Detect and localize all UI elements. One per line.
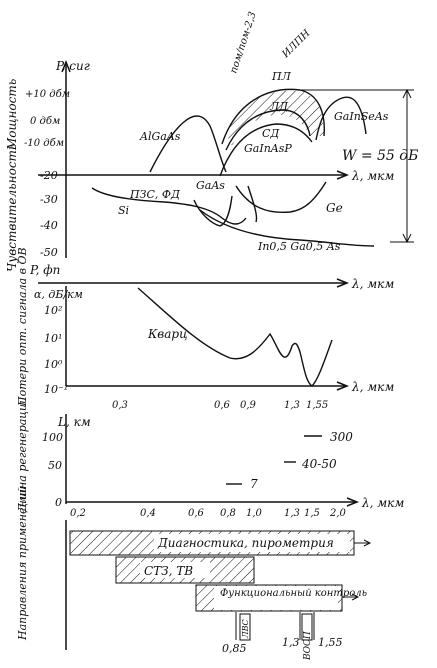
sd-label: СД	[262, 127, 280, 140]
range-arrow-top	[402, 88, 412, 99]
gainasp-label: GaInAsP	[244, 142, 292, 155]
top-label-ilpn: ИЛПН	[280, 28, 313, 61]
si-label: Si	[118, 204, 129, 217]
power-tick-2: -10 дбм	[24, 138, 64, 149]
sens-tick-2: -40	[40, 219, 58, 232]
regen-tick-2: 0	[55, 496, 62, 509]
regen-xtick-4: 1,0	[246, 508, 263, 519]
regen-xtick-0: 0,2	[70, 508, 86, 519]
gaas-extra-curve	[247, 185, 258, 223]
vosp-label: ВОСП	[303, 631, 313, 661]
loss-xtick-3: 1,3	[284, 400, 300, 411]
band-diagnostics-arrowhead	[363, 539, 372, 547]
regen-xtick-5: 1,3	[284, 508, 300, 519]
loss-panel: λ, мкм α, дБ/км Потери опт. сигнала в ОВ…	[16, 247, 394, 411]
pl-label: ПЛ	[271, 70, 292, 83]
gaas-label: GaAs	[196, 179, 225, 192]
power-ylabel: Мощность	[5, 79, 19, 151]
lvs-box	[239, 613, 251, 641]
marker-085-label: 0,85	[222, 642, 247, 655]
quartz-label: Кварц	[147, 327, 187, 341]
band-functional-arrowhead	[351, 593, 360, 601]
power-tick-0: +10 дбм	[25, 89, 70, 100]
top-label-pom: пом/пом-2,3	[228, 11, 258, 75]
loss-tick-3: 10⁻¹	[44, 383, 68, 396]
ld-curve	[225, 109, 311, 151]
band-diagnostics-label: Диагностика, пирометрия	[157, 536, 334, 550]
regen-x-arrow	[346, 497, 360, 507]
regen-seg-4050-label: 40-50	[301, 457, 337, 471]
regen-ylabel: Длина регенерации	[16, 397, 29, 513]
ge-curve	[235, 181, 327, 214]
loss-tick-0: 10²	[44, 304, 62, 317]
marker-13-label: 1,3	[282, 636, 300, 649]
ingaas-label: In0,5 Ga0,5 As	[257, 240, 341, 253]
power-axis-label: P, сиг	[55, 59, 90, 73]
marker-155-label: 1,55	[318, 636, 343, 649]
regen-xtick-2: 0,6	[188, 508, 205, 519]
regen-axis-label: L, км	[57, 415, 91, 429]
gainseas-label: GaInSeAs	[334, 110, 389, 123]
laser-hatched-band	[226, 90, 324, 146]
si-curve	[91, 187, 247, 225]
loss-axis-label: α, дБ/км	[34, 288, 83, 301]
loss-xtick-1: 0,6	[214, 400, 231, 411]
regen-xtick-3: 0,8	[220, 508, 236, 519]
sens-tick-3: -50	[40, 246, 58, 259]
loss-tick-2: 10⁰	[44, 358, 63, 371]
ingaas-curve	[199, 209, 375, 247]
loss-xtick-4: 1,55	[306, 400, 328, 411]
regeneration-panel: L, км Длина регенерации 100 50 0 λ, мкм …	[16, 397, 404, 519]
algaas-curve	[149, 115, 227, 173]
sens-tick-0: -20	[40, 169, 58, 182]
loss-ylabel: Потери опт. сигнала в ОВ	[16, 247, 29, 407]
sens-axis-label: P, фп	[29, 263, 60, 277]
loss-tick-1: 10¹	[44, 332, 62, 345]
sens-x-unit: λ, мкм	[351, 169, 394, 183]
sens-tick-1: -30	[40, 193, 58, 206]
power-tick-1: 0 дбм	[30, 116, 60, 127]
sens-ylabel: Чувствительность	[5, 144, 19, 272]
regen-tick-0: 100	[42, 431, 63, 444]
gainseas-curve	[315, 96, 367, 141]
sd-curve	[219, 123, 313, 177]
ld-label: ЛД	[269, 100, 289, 113]
regen-tick-1: 50	[48, 459, 62, 472]
regen-seg-7-label: 7	[250, 477, 258, 491]
regen-xtick-1: 0,4	[140, 508, 156, 519]
loss-top-x-unit: λ, мкм	[351, 277, 394, 291]
band-functional-label: Функциональный контроль	[220, 588, 367, 599]
applications-panel: Направления применений Диагностика, пиро…	[16, 486, 372, 661]
regen-x-unit: λ, мкм	[361, 496, 404, 510]
vosp-box	[301, 613, 313, 641]
band-stz-label: СТЗ, ТВ	[144, 564, 193, 578]
sens-x-arrow	[336, 170, 350, 180]
apps-ylabel: Направления применений	[16, 486, 29, 641]
loss-xtick-2: 0,9	[240, 400, 257, 411]
loss-x-arrow	[336, 381, 350, 391]
loss-x-unit: λ, мкм	[351, 380, 394, 394]
range-label: W = 55 дБ	[342, 148, 418, 164]
algaas-label: AlGaAs	[139, 130, 181, 143]
ge-label: Ge	[326, 201, 343, 215]
pl-curve	[221, 88, 325, 145]
loss-top-x-arrow	[336, 278, 350, 288]
quartz-curve	[137, 287, 333, 387]
power-panel: P, сиг Мощность +10 дбм 0 дбм -10 дбм Al…	[5, 11, 418, 244]
regen-xtick-7: 2,0	[329, 508, 347, 519]
lvs-label: ЛВС	[241, 619, 250, 639]
pzs-label: ПЗС, ФД	[129, 188, 181, 201]
regen-seg-300-label: 300	[330, 430, 353, 444]
power-y-arrow	[61, 59, 71, 73]
regen-xtick-6: 1,5	[304, 508, 320, 519]
sensitivity-panel: λ, мкм Чувствительность -20 -30 -40 -50 …	[5, 144, 394, 277]
loss-xtick-0: 0,3	[112, 400, 128, 411]
